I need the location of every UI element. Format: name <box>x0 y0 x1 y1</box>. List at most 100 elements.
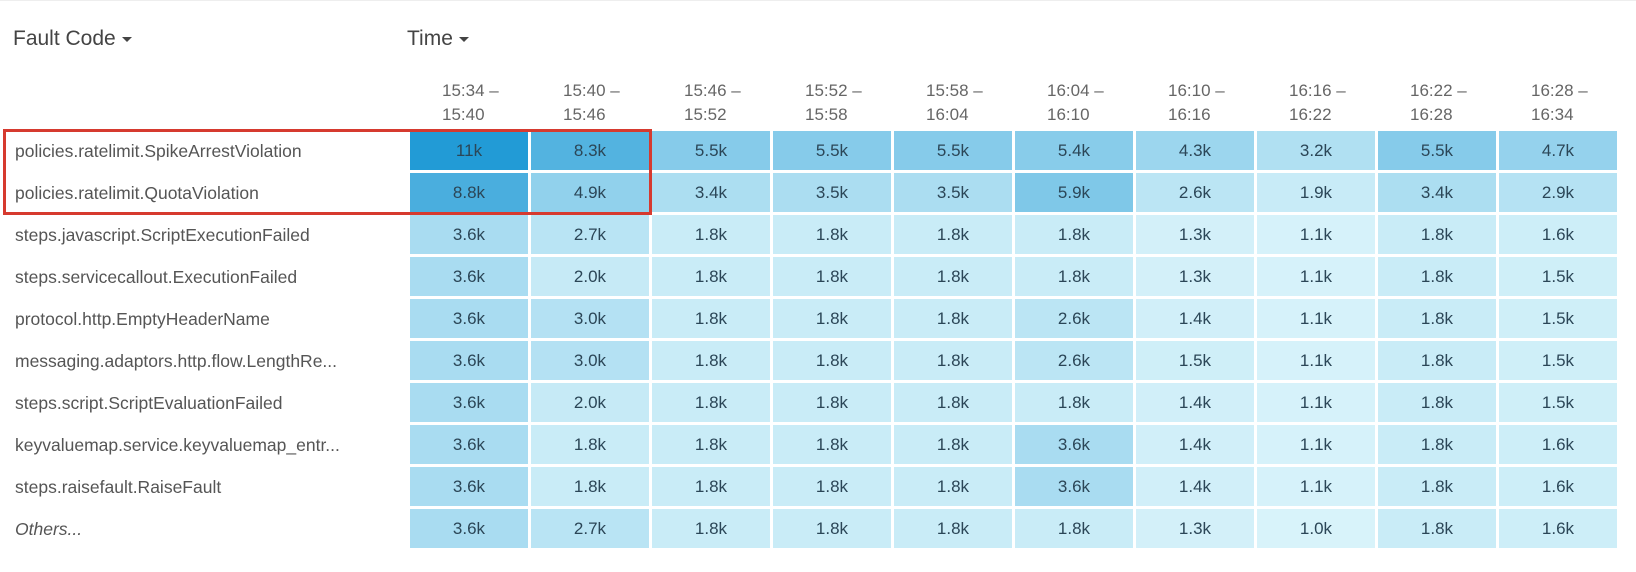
heat-cell: 1.3k <box>1136 215 1254 254</box>
heat-cell: 5.9k <box>1015 173 1133 212</box>
heat-cell: 1.1k <box>1257 341 1375 380</box>
heat-cell: 8.3k <box>531 131 649 170</box>
heat-cell: 1.8k <box>1015 509 1133 548</box>
heat-cell: 1.6k <box>1499 509 1617 548</box>
heat-cell: 1.8k <box>894 341 1012 380</box>
heat-cell: 1.8k <box>894 383 1012 422</box>
time-header[interactable]: Time <box>407 27 469 51</box>
heat-cell: 1.8k <box>531 467 649 506</box>
heat-cell: 4.9k <box>531 173 649 212</box>
heat-cell: 1.8k <box>1378 215 1496 254</box>
heat-cell: 4.3k <box>1136 131 1254 170</box>
heat-cell: 1.8k <box>1378 341 1496 380</box>
heat-cell: 3.6k <box>410 467 528 506</box>
row-label: steps.script.ScriptEvaluationFailed <box>15 393 283 413</box>
heat-cell: 3.6k <box>410 299 528 338</box>
heat-cell: 1.9k <box>1257 173 1375 212</box>
heat-cell: 1.4k <box>1136 299 1254 338</box>
row-label: messaging.adaptors.http.flow.LengthRe... <box>15 351 338 371</box>
heat-cell: 5.5k <box>1378 131 1496 170</box>
heat-cell: 1.8k <box>773 299 891 338</box>
heat-cell: 3.4k <box>1378 173 1496 212</box>
heat-cell: 3.5k <box>894 173 1012 212</box>
heat-cell: 1.8k <box>652 215 770 254</box>
fault-code-header[interactable]: Fault Code <box>13 27 132 51</box>
heat-cell: 1.1k <box>1257 425 1375 464</box>
column-header: 16:16 – 16:22 <box>1289 81 1346 124</box>
heat-cell: 1.8k <box>894 215 1012 254</box>
heat-cell: 5.5k <box>894 131 1012 170</box>
heat-cell: 1.8k <box>1015 215 1133 254</box>
heat-cell: 1.8k <box>1378 425 1496 464</box>
column-header: 15:34 – 15:40 <box>442 81 499 124</box>
highlight-box <box>3 129 652 215</box>
heat-cell: 1.8k <box>773 425 891 464</box>
heat-cell: 3.6k <box>410 215 528 254</box>
heat-cell: 2.7k <box>531 215 649 254</box>
heat-cell: 1.8k <box>773 383 891 422</box>
heat-cell: 1.8k <box>894 509 1012 548</box>
column-header: 15:46 – 15:52 <box>684 81 741 124</box>
heat-cell: 2.0k <box>531 383 649 422</box>
heat-cell: 3.2k <box>1257 131 1375 170</box>
heat-cell: 1.8k <box>1378 299 1496 338</box>
column-header: 16:22 – 16:28 <box>1410 81 1467 124</box>
heat-cell: 1.1k <box>1257 215 1375 254</box>
heat-cell: 1.5k <box>1499 341 1617 380</box>
row-label: keyvaluemap.service.keyvaluemap_entr... <box>15 435 340 455</box>
row-label: protocol.http.EmptyHeaderName <box>15 309 270 329</box>
heat-cell: 1.8k <box>773 467 891 506</box>
heat-cell: 3.6k <box>410 509 528 548</box>
column-header: 16:10 – 16:16 <box>1168 81 1225 124</box>
heat-cell: 1.1k <box>1257 383 1375 422</box>
heat-cell: 1.8k <box>894 299 1012 338</box>
column-header: 15:40 – 15:46 <box>563 81 620 124</box>
row-label: Others... <box>15 519 83 539</box>
heat-cell: 3.6k <box>410 341 528 380</box>
heat-cell: 1.8k <box>894 425 1012 464</box>
heat-cell: 3.6k <box>410 383 528 422</box>
heat-cell: 1.3k <box>1136 257 1254 296</box>
heat-cell: 1.4k <box>1136 383 1254 422</box>
heat-cell: 1.8k <box>652 341 770 380</box>
heat-cell: 2.9k <box>1499 173 1617 212</box>
heat-cell: 5.5k <box>652 131 770 170</box>
heat-cell: 3.0k <box>531 299 649 338</box>
heat-cell: 1.8k <box>1015 383 1133 422</box>
heat-cell: 1.8k <box>652 509 770 548</box>
heat-cell: 5.5k <box>773 131 891 170</box>
heat-cell: 1.8k <box>652 467 770 506</box>
heat-cell: 4.7k <box>1499 131 1617 170</box>
heat-cell: 1.8k <box>894 257 1012 296</box>
heat-cell: 1.5k <box>1136 341 1254 380</box>
heat-cell: 3.6k <box>1015 425 1133 464</box>
heat-cell: 8.8k <box>410 173 528 212</box>
heat-cell: 1.6k <box>1499 215 1617 254</box>
heat-cell: 1.8k <box>652 425 770 464</box>
column-header: 16:28 – 16:34 <box>1531 81 1588 124</box>
heat-cell: 1.8k <box>773 257 891 296</box>
column-header: 15:52 – 15:58 <box>805 81 862 124</box>
row-label: policies.ratelimit.QuotaViolation <box>15 183 259 203</box>
heat-cell: 1.5k <box>1499 299 1617 338</box>
heat-cell: 1.8k <box>1378 383 1496 422</box>
heat-cell: 1.8k <box>773 341 891 380</box>
heat-cell: 1.8k <box>894 467 1012 506</box>
heat-cell: 3.5k <box>773 173 891 212</box>
heat-cell: 1.8k <box>1378 509 1496 548</box>
heat-cell: 1.8k <box>1015 257 1133 296</box>
heat-cell: 1.1k <box>1257 299 1375 338</box>
heat-cell: 2.6k <box>1015 341 1133 380</box>
column-header: 16:04 – 16:10 <box>1047 81 1104 124</box>
row-label: steps.raisefault.RaiseFault <box>15 477 222 497</box>
heat-cell: 1.4k <box>1136 425 1254 464</box>
row-label: policies.ratelimit.SpikeArrestViolation <box>15 141 302 161</box>
heat-cell: 3.0k <box>531 341 649 380</box>
header-text: Time <box>407 27 453 50</box>
heat-cell: 1.4k <box>1136 467 1254 506</box>
heat-cell: 2.0k <box>531 257 649 296</box>
column-header: 15:58 – 16:04 <box>926 81 983 124</box>
heat-cell: 1.1k <box>1257 257 1375 296</box>
caret <box>458 36 469 42</box>
heat-cell: 1.8k <box>531 425 649 464</box>
